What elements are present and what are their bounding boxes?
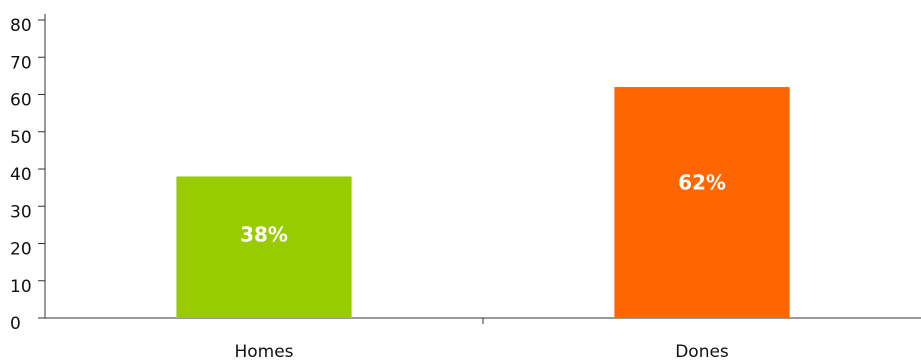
y-tick-label: 50 (10, 128, 32, 148)
x-tick-label: Dones (675, 342, 729, 362)
y-tick-label: 80 (10, 16, 32, 36)
value-label: 62% (678, 171, 726, 195)
y-tick-label: 10 (10, 277, 32, 297)
x-tick-label: Homes (234, 342, 293, 362)
value-label: 38% (240, 222, 288, 246)
y-tick-label: 30 (10, 202, 32, 222)
y-tick-label: 40 (10, 165, 32, 185)
y-tick-label: 0 (10, 314, 21, 334)
y-tick-label: 20 (10, 240, 32, 260)
bar (176, 176, 352, 318)
bar (614, 87, 790, 318)
y-tick-label: 60 (10, 91, 32, 111)
y-tick-label: 70 (10, 53, 32, 73)
